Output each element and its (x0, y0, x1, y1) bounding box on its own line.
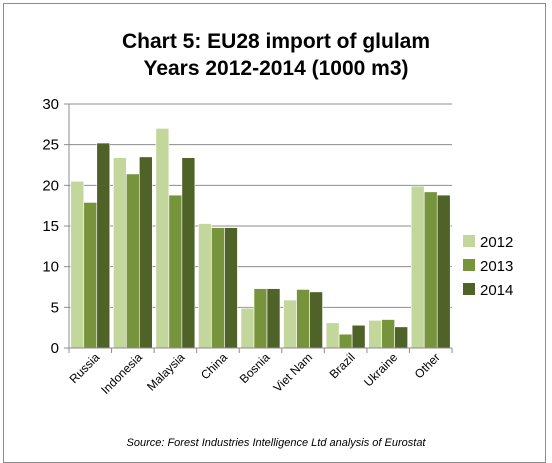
bar-brazil-2013 (338, 333, 353, 349)
chart-title: Chart 5: EU28 import of glulam (121, 30, 431, 53)
bar-malaysia-2014 (181, 157, 196, 349)
bar-indonesia-2012 (113, 157, 127, 349)
bar-bosnia-2013 (253, 288, 268, 349)
bar-china-2013 (211, 227, 225, 349)
legend-swatch-2013 (463, 259, 475, 271)
y-tick-label: 15 (42, 218, 59, 235)
y-tick-label: 25 (42, 137, 59, 154)
legend-label-2013: 2013 (480, 258, 513, 275)
legend-label-2012: 2012 (480, 234, 513, 251)
bar-malaysia-2013 (168, 194, 183, 349)
x-tick-label: China (198, 350, 230, 382)
bar-viet-nam-2013 (296, 289, 310, 349)
x-tick-label: Malaysia (144, 350, 188, 394)
chart-subtitle: Years 2012-2014 (1000 m3) (143, 57, 409, 80)
y-tick-label: 10 (42, 259, 59, 276)
bar-bosnia-2012 (240, 307, 255, 349)
x-tick-label: Viet Nam (271, 350, 316, 395)
source-note: Source: Forest Industries Intelligence L… (126, 437, 426, 449)
bar-ukraine-2013 (381, 319, 395, 349)
bar-brazil-2014 (351, 324, 366, 349)
bar-brazil-2012 (325, 322, 340, 349)
bar-indonesia-2014 (139, 156, 153, 349)
x-tick-label: Other (412, 350, 443, 381)
bar-russia-2013 (83, 202, 98, 349)
bar-other-2013 (423, 191, 438, 349)
x-tick-label: Bosnia (237, 350, 273, 386)
legend-swatch-2012 (463, 235, 475, 247)
axes (64, 103, 453, 353)
bar-china-2014 (224, 227, 238, 349)
bar-other-2014 (436, 194, 451, 349)
x-tick-label: Indonesia (98, 350, 145, 397)
y-tick-label: 20 (42, 177, 59, 194)
bar-china-2012 (198, 223, 212, 349)
bar-viet-nam-2012 (283, 299, 297, 349)
y-tick-label: 5 (51, 299, 59, 316)
bar-russia-2012 (70, 180, 85, 349)
bar-other-2012 (410, 185, 425, 349)
legend-label-2014: 2014 (480, 282, 513, 299)
x-tick-label: Ukraine (361, 350, 400, 389)
bars (70, 128, 451, 349)
y-tick-label: 0 (51, 340, 59, 357)
bar-malaysia-2012 (155, 128, 170, 349)
bar-bosnia-2014 (266, 288, 281, 349)
bar-ukraine-2012 (368, 320, 382, 349)
y-tick-label: 30 (42, 96, 59, 113)
legend: 2012 2013 2014 (463, 234, 513, 299)
y-tick-labels: 0 5 10 15 20 25 30 (42, 96, 59, 357)
bar-indonesia-2013 (126, 173, 140, 349)
bar-viet-nam-2014 (309, 291, 323, 349)
legend-swatch-2014 (463, 283, 475, 295)
x-tick-label: Russia (67, 350, 103, 386)
bar-ukraine-2014 (394, 326, 408, 349)
bar-russia-2014 (96, 142, 111, 349)
x-tick-label: Brazil (327, 350, 358, 381)
